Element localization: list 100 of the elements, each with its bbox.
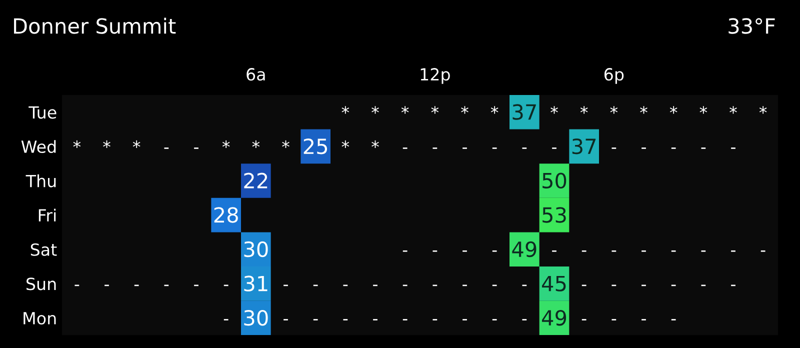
data-label: 49 [542, 310, 566, 326]
data-label: 49 [512, 241, 536, 258]
text: * [670, 106, 678, 114]
data-label: 53 [542, 207, 566, 223]
chart-subtitle: 33°F [728, 18, 775, 34]
text: - [313, 284, 318, 286]
text: * [103, 140, 110, 148]
text: * [730, 106, 737, 114]
text: * [132, 140, 140, 148]
text: * [73, 140, 81, 148]
text: * [372, 140, 379, 148]
text: * [640, 106, 648, 114]
text: - [343, 284, 348, 286]
data-label: 37 [512, 104, 536, 120]
x-tick-label: 6a [246, 68, 265, 81]
text: - [432, 250, 438, 252]
data-label: 50 [542, 172, 566, 189]
text: - [313, 319, 318, 320]
data-label: 31 [244, 276, 268, 292]
text: - [701, 250, 706, 252]
text: - [224, 319, 228, 320]
x-tick-label: 6p [604, 68, 624, 84]
text: * [610, 106, 618, 114]
text: - [492, 319, 497, 320]
text: - [671, 284, 676, 286]
data-label: 30 [244, 241, 268, 258]
data-label: 37 [572, 138, 596, 154]
text: - [462, 319, 467, 320]
text: * [700, 106, 708, 114]
text: - [164, 284, 169, 286]
y-tick-label: Tue [28, 106, 56, 119]
text: - [760, 250, 766, 252]
text: - [343, 319, 348, 320]
text: - [642, 148, 646, 149]
text: - [104, 284, 109, 286]
text: - [642, 284, 646, 286]
data-label: 28 [214, 207, 238, 223]
text: - [612, 284, 616, 286]
text: - [612, 250, 616, 252]
text: - [462, 284, 467, 286]
text: - [402, 319, 408, 320]
text: - [462, 250, 467, 252]
data-label: 30 [244, 310, 268, 326]
text: - [731, 284, 736, 286]
text: - [462, 148, 467, 149]
text: - [373, 319, 378, 320]
y-tick-label: Sun [26, 278, 56, 290]
y-tick-label: Thu [26, 174, 56, 188]
text: * [759, 106, 767, 114]
text: - [432, 319, 438, 320]
y-tick-label: Sat [30, 243, 57, 256]
text: - [582, 284, 586, 286]
text: - [671, 250, 676, 252]
text: - [671, 319, 676, 320]
text: * [222, 140, 230, 148]
text: - [582, 319, 586, 320]
text: * [252, 140, 260, 148]
y-tick-label: Fri [38, 208, 56, 222]
text: * [461, 106, 468, 114]
text: - [701, 148, 706, 149]
text: - [492, 250, 497, 252]
text: - [731, 148, 736, 149]
text: * [580, 106, 588, 114]
text: - [731, 250, 736, 252]
text: * [342, 140, 350, 148]
text: - [642, 319, 646, 320]
text: - [373, 284, 378, 286]
text: - [492, 284, 497, 286]
text: - [522, 319, 527, 320]
chart-title: Donner Summit [14, 18, 176, 34]
text: - [402, 250, 408, 252]
text: - [284, 284, 288, 286]
text: - [402, 284, 408, 286]
text: - [432, 284, 438, 286]
text: - [284, 319, 288, 320]
text: * [282, 140, 290, 148]
text: - [582, 250, 586, 252]
text: * [342, 106, 350, 114]
y-tick-label: Mon [24, 312, 56, 325]
text: - [642, 250, 646, 252]
data-label: 45 [542, 276, 566, 292]
text: - [432, 148, 438, 149]
text: - [224, 284, 228, 286]
text: - [671, 148, 676, 149]
text: - [74, 284, 80, 286]
text: * [372, 106, 379, 114]
text: - [552, 148, 556, 149]
text: - [701, 284, 706, 286]
text: - [492, 148, 497, 149]
y-tick-label: Wed [21, 140, 56, 154]
text: - [522, 284, 527, 286]
text: - [612, 319, 616, 320]
text: - [164, 148, 169, 149]
text: * [401, 106, 409, 114]
text: - [194, 284, 198, 286]
text: * [490, 106, 498, 114]
text: - [134, 284, 139, 286]
x-tick-label: 12p [420, 68, 450, 84]
text: * [550, 106, 558, 114]
text: - [522, 148, 527, 149]
